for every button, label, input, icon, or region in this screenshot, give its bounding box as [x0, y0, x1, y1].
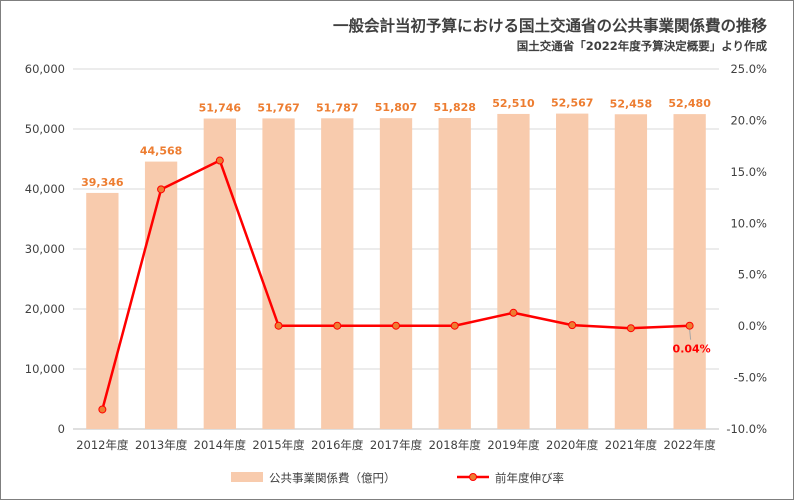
- left-axis-tick-label: 30,000: [25, 242, 65, 256]
- bar: [673, 114, 706, 430]
- bar: [556, 113, 589, 430]
- legend-bar-label: 公共事業関係費（億円）: [269, 471, 396, 485]
- line-marker: [626, 324, 635, 333]
- line-marker: [568, 321, 577, 330]
- bar: [614, 114, 648, 429]
- bar: [262, 118, 295, 429]
- bar-data-label: 44,568: [140, 145, 182, 158]
- bar-data-label: 52,458: [610, 97, 652, 110]
- chart-subtitle: 国土交通省「2022年度予算決定概要」より作成: [517, 39, 768, 53]
- line-marker: [215, 156, 224, 165]
- legend-line-marker: [469, 473, 477, 481]
- right-axis-tick-label: 25.0%: [730, 62, 767, 76]
- category-label: 2020年度: [546, 438, 599, 452]
- line-marker: [98, 405, 107, 414]
- left-axis-tick-label: 50,000: [25, 122, 65, 136]
- right-axis-tick-label: 20.0%: [730, 113, 767, 127]
- bar-data-label: 52,567: [551, 97, 593, 110]
- category-label: 2012年度: [76, 438, 129, 452]
- bar-data-label: 51,767: [257, 101, 299, 114]
- x-axis: 2012年度 2013年度 2014年度 2015年度 2016年度 2017年度 2018…: [76, 438, 716, 452]
- bar-data-label: 51,787: [316, 101, 358, 114]
- right-axis-tick-label: 15.0%: [730, 165, 767, 179]
- line-marker: [685, 321, 694, 330]
- line-marker: [333, 321, 342, 330]
- bar-data-labels: 39,346 44,568 51,746 51,767 51,787 51,807 51,8…: [81, 97, 711, 189]
- left-axis-tick-label: 60,000: [25, 62, 65, 76]
- category-label: 2021年度: [605, 438, 658, 452]
- category-label: 2015年度: [252, 438, 305, 452]
- bar-data-label: 39,346: [81, 176, 124, 189]
- category-label: 2018年度: [429, 438, 482, 452]
- bar-data-label: 51,746: [199, 102, 242, 115]
- legend-bar-swatch: [231, 472, 263, 482]
- category-label: 2014年度: [194, 438, 247, 452]
- bar-data-label: 52,480: [668, 97, 711, 110]
- growth-line-series: 0.04%: [98, 156, 711, 414]
- line-label-leader: [689, 329, 692, 340]
- right-axis-tick-label: -10.0%: [726, 422, 767, 436]
- left-axis-tick-label: 40,000: [25, 182, 65, 196]
- bar: [379, 118, 413, 430]
- bar-data-label: 51,807: [375, 101, 417, 114]
- left-y-axis: 0 10,000 20,000 30,000 40,000 50,000 60,000: [25, 62, 65, 436]
- legend-line-label: 前年度伸び率: [495, 471, 564, 485]
- bar-data-label: 52,510: [492, 97, 535, 110]
- line-marker: [392, 321, 400, 330]
- bar: [438, 118, 471, 430]
- category-label: 2017年度: [370, 438, 423, 452]
- bar: [86, 192, 119, 429]
- bar-data-label: 51,828: [434, 101, 476, 114]
- bar: [203, 118, 236, 430]
- right-y-axis: -10.0% -5.0% 0.0% 5.0% 10.0% 15.0% 20.0% 25.0%: [726, 62, 767, 436]
- left-axis-tick-label: 0: [58, 422, 65, 436]
- left-axis-tick-label: 20,000: [25, 302, 65, 316]
- right-axis-tick-label: 10.0%: [730, 216, 767, 230]
- bar: [321, 118, 354, 429]
- line-marker: [274, 321, 283, 330]
- chart-title: 一般会計当初予算における国土交通省の公共事業関係費の推移: [333, 16, 768, 35]
- legend: 公共事業関係費（億円） 前年度伸び率: [231, 471, 564, 485]
- line-marker: [157, 185, 166, 194]
- right-axis-tick-label: -5.0%: [734, 371, 767, 385]
- bar: [497, 113, 530, 429]
- category-label: 2019年度: [487, 438, 540, 452]
- right-axis-tick-label: 0.0%: [738, 319, 767, 333]
- bar: [144, 161, 178, 430]
- bar-series: [86, 113, 706, 430]
- line-data-label: 0.04%: [673, 343, 711, 356]
- right-axis-tick-label: 5.0%: [738, 268, 767, 282]
- category-label: 2022年度: [663, 438, 716, 452]
- left-axis-tick-label: 10,000: [25, 362, 65, 376]
- category-label: 2016年度: [311, 438, 364, 452]
- line-marker: [450, 321, 459, 330]
- category-label: 2013年度: [135, 438, 188, 452]
- line-marker: [509, 308, 518, 317]
